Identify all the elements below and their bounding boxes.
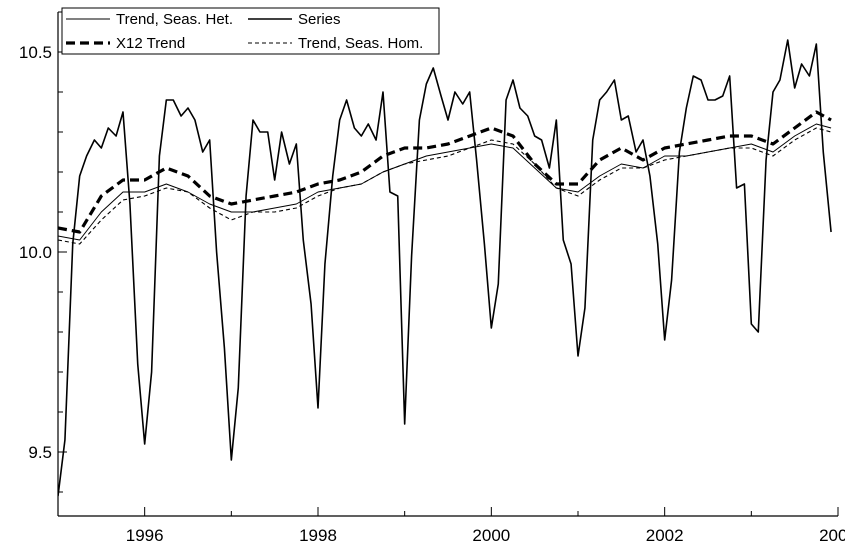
legend-label: X12 Trend <box>116 35 185 52</box>
legend-entry-trend-seas-het: Trend, Seas. Het. <box>66 11 233 28</box>
y-tick-label: 9.5 <box>28 443 52 462</box>
y-axis-ticks: 9.5 10.0 10.5 <box>19 11 67 493</box>
legend-label: Trend, Seas. Het. <box>116 11 233 28</box>
legend-box <box>61 7 440 55</box>
y-tick-label: 10.5 <box>19 43 52 62</box>
x-tick-label: 2000 <box>472 526 510 545</box>
plot-area: 1996 1998 2000 2002 2004 9.5 10.0 10.5 <box>19 11 845 545</box>
series-line-trend-seas-het <box>58 123 832 241</box>
series-layer <box>58 39 832 497</box>
x-tick-label: 2002 <box>646 526 684 545</box>
series-line-series <box>58 39 832 497</box>
legend-entry-trend-seas-hom: Trend, Seas. Hom. <box>248 35 423 52</box>
x-tick-label: 1998 <box>299 526 337 545</box>
x-axis-ticks: 1996 1998 2000 2002 2004 <box>57 507 845 545</box>
legend-entry-x12-trend: X12 Trend <box>66 35 185 52</box>
x-tick-label: 1996 <box>126 526 164 545</box>
legend-entry-series: Series <box>248 11 341 28</box>
legend-label: Trend, Seas. Hom. <box>298 35 423 52</box>
y-tick-label: 10.0 <box>19 243 52 262</box>
x-tick-label: 2004 <box>819 526 845 545</box>
legend-label: Series <box>298 11 341 28</box>
legend: Trend, Seas. Het. Series X12 Trend Trend, S… <box>61 7 440 55</box>
series-line-x12-trend <box>58 110 832 234</box>
